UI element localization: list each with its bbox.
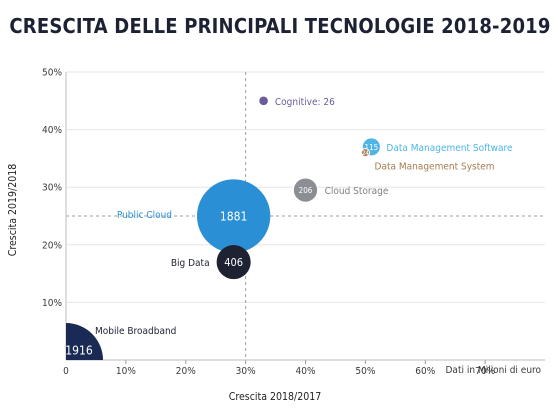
point-label-cognitive: Cognitive: 26 bbox=[275, 97, 335, 108]
bubble-value-label: 206 bbox=[299, 186, 313, 195]
x-tick-label: 30% bbox=[236, 366, 256, 377]
x-tick-label: 40% bbox=[296, 366, 316, 377]
bubble-big-data bbox=[216, 245, 251, 280]
point-label-data-management-system: Data Management System bbox=[375, 162, 495, 173]
bubble-value-label: 1916 bbox=[65, 343, 93, 357]
x-tick-label: 0 bbox=[63, 366, 69, 377]
y-tick-label: 20% bbox=[42, 240, 62, 251]
x-tick-label: 50% bbox=[355, 366, 375, 377]
y-tick-label: 10% bbox=[42, 298, 62, 309]
y-axis-label: Crescita 2019/2018 bbox=[7, 164, 19, 257]
point-label-big-data: Big Data bbox=[171, 258, 210, 269]
point-label-cloud-storage: Cloud Storage bbox=[325, 186, 389, 197]
x-axis-label: Crescita 2018/2017 bbox=[229, 391, 322, 403]
bubble-data-management-system bbox=[360, 147, 371, 158]
y-tick-label: 40% bbox=[42, 125, 62, 136]
bubble-mobile-broadband bbox=[66, 323, 103, 360]
bubble-value-label: 1881 bbox=[220, 209, 247, 223]
point-label-data-management-software: Data Management Software bbox=[386, 143, 513, 154]
bubble-value-label: 24 bbox=[362, 150, 369, 157]
x-tick-label: 60% bbox=[415, 366, 435, 377]
point-label-public-cloud: Public Cloud bbox=[117, 210, 172, 221]
size-note: Dati in Milioni di euro bbox=[446, 365, 542, 376]
point-label-mobile-broadband: Mobile Broadband bbox=[95, 326, 176, 337]
bubble-cloud-storage bbox=[292, 177, 319, 203]
bubble-public-cloud bbox=[196, 179, 271, 253]
bubble-value-label: 406 bbox=[224, 256, 243, 269]
y-tick-label: 50% bbox=[42, 68, 62, 79]
bubble-value-label: 115 bbox=[364, 143, 378, 152]
label-layer: Mobile Broadband Public Cloud Big Data Clou… bbox=[95, 97, 513, 337]
bubble-cognitive bbox=[259, 96, 268, 106]
chart-title: CRESCITA DELLE PRINCIPALI TECNOLOGIE 201… bbox=[9, 14, 551, 38]
x-tick-label: 70% bbox=[475, 366, 495, 377]
axis-layer: 10% 20% 30% 40% 50% 0 10% 20% 30% 40% 50% 60% 70% bbox=[42, 68, 545, 377]
x-tick-label: 20% bbox=[176, 366, 196, 377]
x-tick-label: 10% bbox=[116, 366, 136, 377]
y-tick-label: 30% bbox=[42, 183, 62, 194]
